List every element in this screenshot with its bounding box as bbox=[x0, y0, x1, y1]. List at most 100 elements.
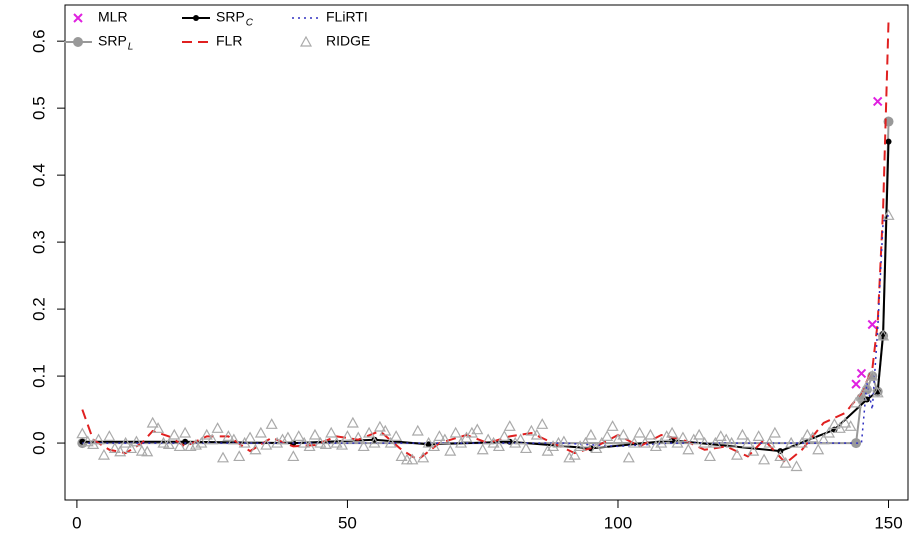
marker bbox=[509, 436, 522, 448]
marker bbox=[568, 448, 581, 460]
marker bbox=[124, 442, 138, 454]
marker bbox=[195, 436, 208, 448]
marker bbox=[856, 368, 867, 379]
marker bbox=[182, 438, 189, 445]
legend-label: FLR bbox=[216, 33, 242, 49]
marker bbox=[141, 445, 154, 457]
marker bbox=[736, 428, 749, 440]
marker bbox=[425, 441, 432, 448]
marker bbox=[763, 436, 776, 448]
marker bbox=[590, 442, 603, 454]
marker bbox=[530, 428, 543, 440]
marker bbox=[514, 433, 527, 445]
marker bbox=[487, 436, 500, 448]
marker bbox=[298, 436, 311, 448]
marker bbox=[427, 440, 441, 452]
marker bbox=[525, 424, 538, 436]
marker bbox=[633, 426, 646, 438]
marker bbox=[216, 451, 230, 463]
marker bbox=[114, 445, 127, 457]
marker bbox=[276, 433, 289, 445]
marker bbox=[379, 424, 392, 436]
marker bbox=[373, 420, 386, 432]
marker bbox=[774, 450, 787, 462]
series-line bbox=[81, 21, 890, 465]
marker bbox=[671, 436, 684, 448]
marker bbox=[885, 138, 892, 145]
legend-label: FLiRTI bbox=[326, 9, 368, 25]
legend-label: SRP bbox=[98, 33, 127, 49]
legend-marker bbox=[73, 37, 83, 47]
marker bbox=[801, 428, 814, 440]
marker bbox=[584, 428, 597, 440]
marker bbox=[422, 436, 435, 448]
marker bbox=[850, 396, 863, 408]
marker bbox=[519, 442, 533, 454]
marker bbox=[308, 428, 321, 440]
marker bbox=[330, 436, 343, 448]
marker bbox=[649, 440, 662, 452]
marker bbox=[851, 438, 862, 449]
marker bbox=[314, 436, 327, 448]
marker bbox=[411, 424, 424, 436]
marker bbox=[655, 436, 668, 448]
series-line bbox=[82, 141, 890, 453]
marker bbox=[108, 442, 121, 454]
legend-marker bbox=[73, 13, 83, 23]
x-tick-label: 50 bbox=[338, 513, 357, 532]
y-tick-label: 0.3 bbox=[29, 230, 48, 254]
marker bbox=[872, 96, 883, 107]
marker bbox=[861, 384, 872, 395]
series-line bbox=[82, 214, 890, 448]
marker bbox=[779, 456, 792, 468]
marker bbox=[357, 440, 370, 452]
marker bbox=[666, 426, 679, 438]
marker bbox=[433, 430, 446, 441]
marker bbox=[152, 422, 165, 433]
marker bbox=[795, 436, 808, 448]
marker bbox=[557, 435, 570, 447]
marker bbox=[871, 386, 884, 398]
marker bbox=[130, 435, 143, 447]
legend-label: RIDGE bbox=[326, 33, 370, 49]
y-tick-label: 0.2 bbox=[29, 297, 48, 321]
marker bbox=[882, 209, 895, 220]
marker bbox=[839, 416, 852, 428]
marker bbox=[476, 443, 489, 455]
marker bbox=[574, 440, 587, 452]
marker bbox=[336, 438, 349, 450]
y-tick-label: 0.1 bbox=[29, 364, 48, 388]
y-tick-label: 0.4 bbox=[29, 163, 48, 187]
legend-marker bbox=[299, 35, 313, 47]
marker bbox=[260, 438, 273, 450]
marker bbox=[157, 436, 170, 448]
marker bbox=[368, 436, 381, 448]
marker bbox=[703, 450, 716, 462]
marker bbox=[281, 431, 294, 443]
marker bbox=[211, 422, 224, 433]
marker bbox=[828, 418, 841, 429]
marker bbox=[536, 418, 549, 429]
marker bbox=[146, 416, 159, 428]
marker bbox=[384, 436, 397, 448]
marker bbox=[851, 379, 861, 389]
marker bbox=[741, 436, 754, 448]
marker bbox=[844, 420, 857, 431]
marker bbox=[200, 428, 213, 440]
marker bbox=[168, 428, 181, 440]
marker bbox=[352, 431, 365, 443]
marker bbox=[730, 448, 744, 460]
marker bbox=[319, 438, 332, 450]
plot-frame bbox=[64, 4, 909, 501]
marker bbox=[303, 440, 316, 452]
marker bbox=[714, 430, 727, 441]
marker bbox=[292, 430, 305, 441]
marker bbox=[617, 428, 630, 440]
marker bbox=[698, 436, 711, 448]
marker bbox=[547, 440, 560, 452]
marker bbox=[189, 438, 202, 450]
marker bbox=[606, 420, 619, 431]
marker bbox=[747, 444, 760, 456]
x-tick-label: 0 bbox=[72, 513, 81, 532]
